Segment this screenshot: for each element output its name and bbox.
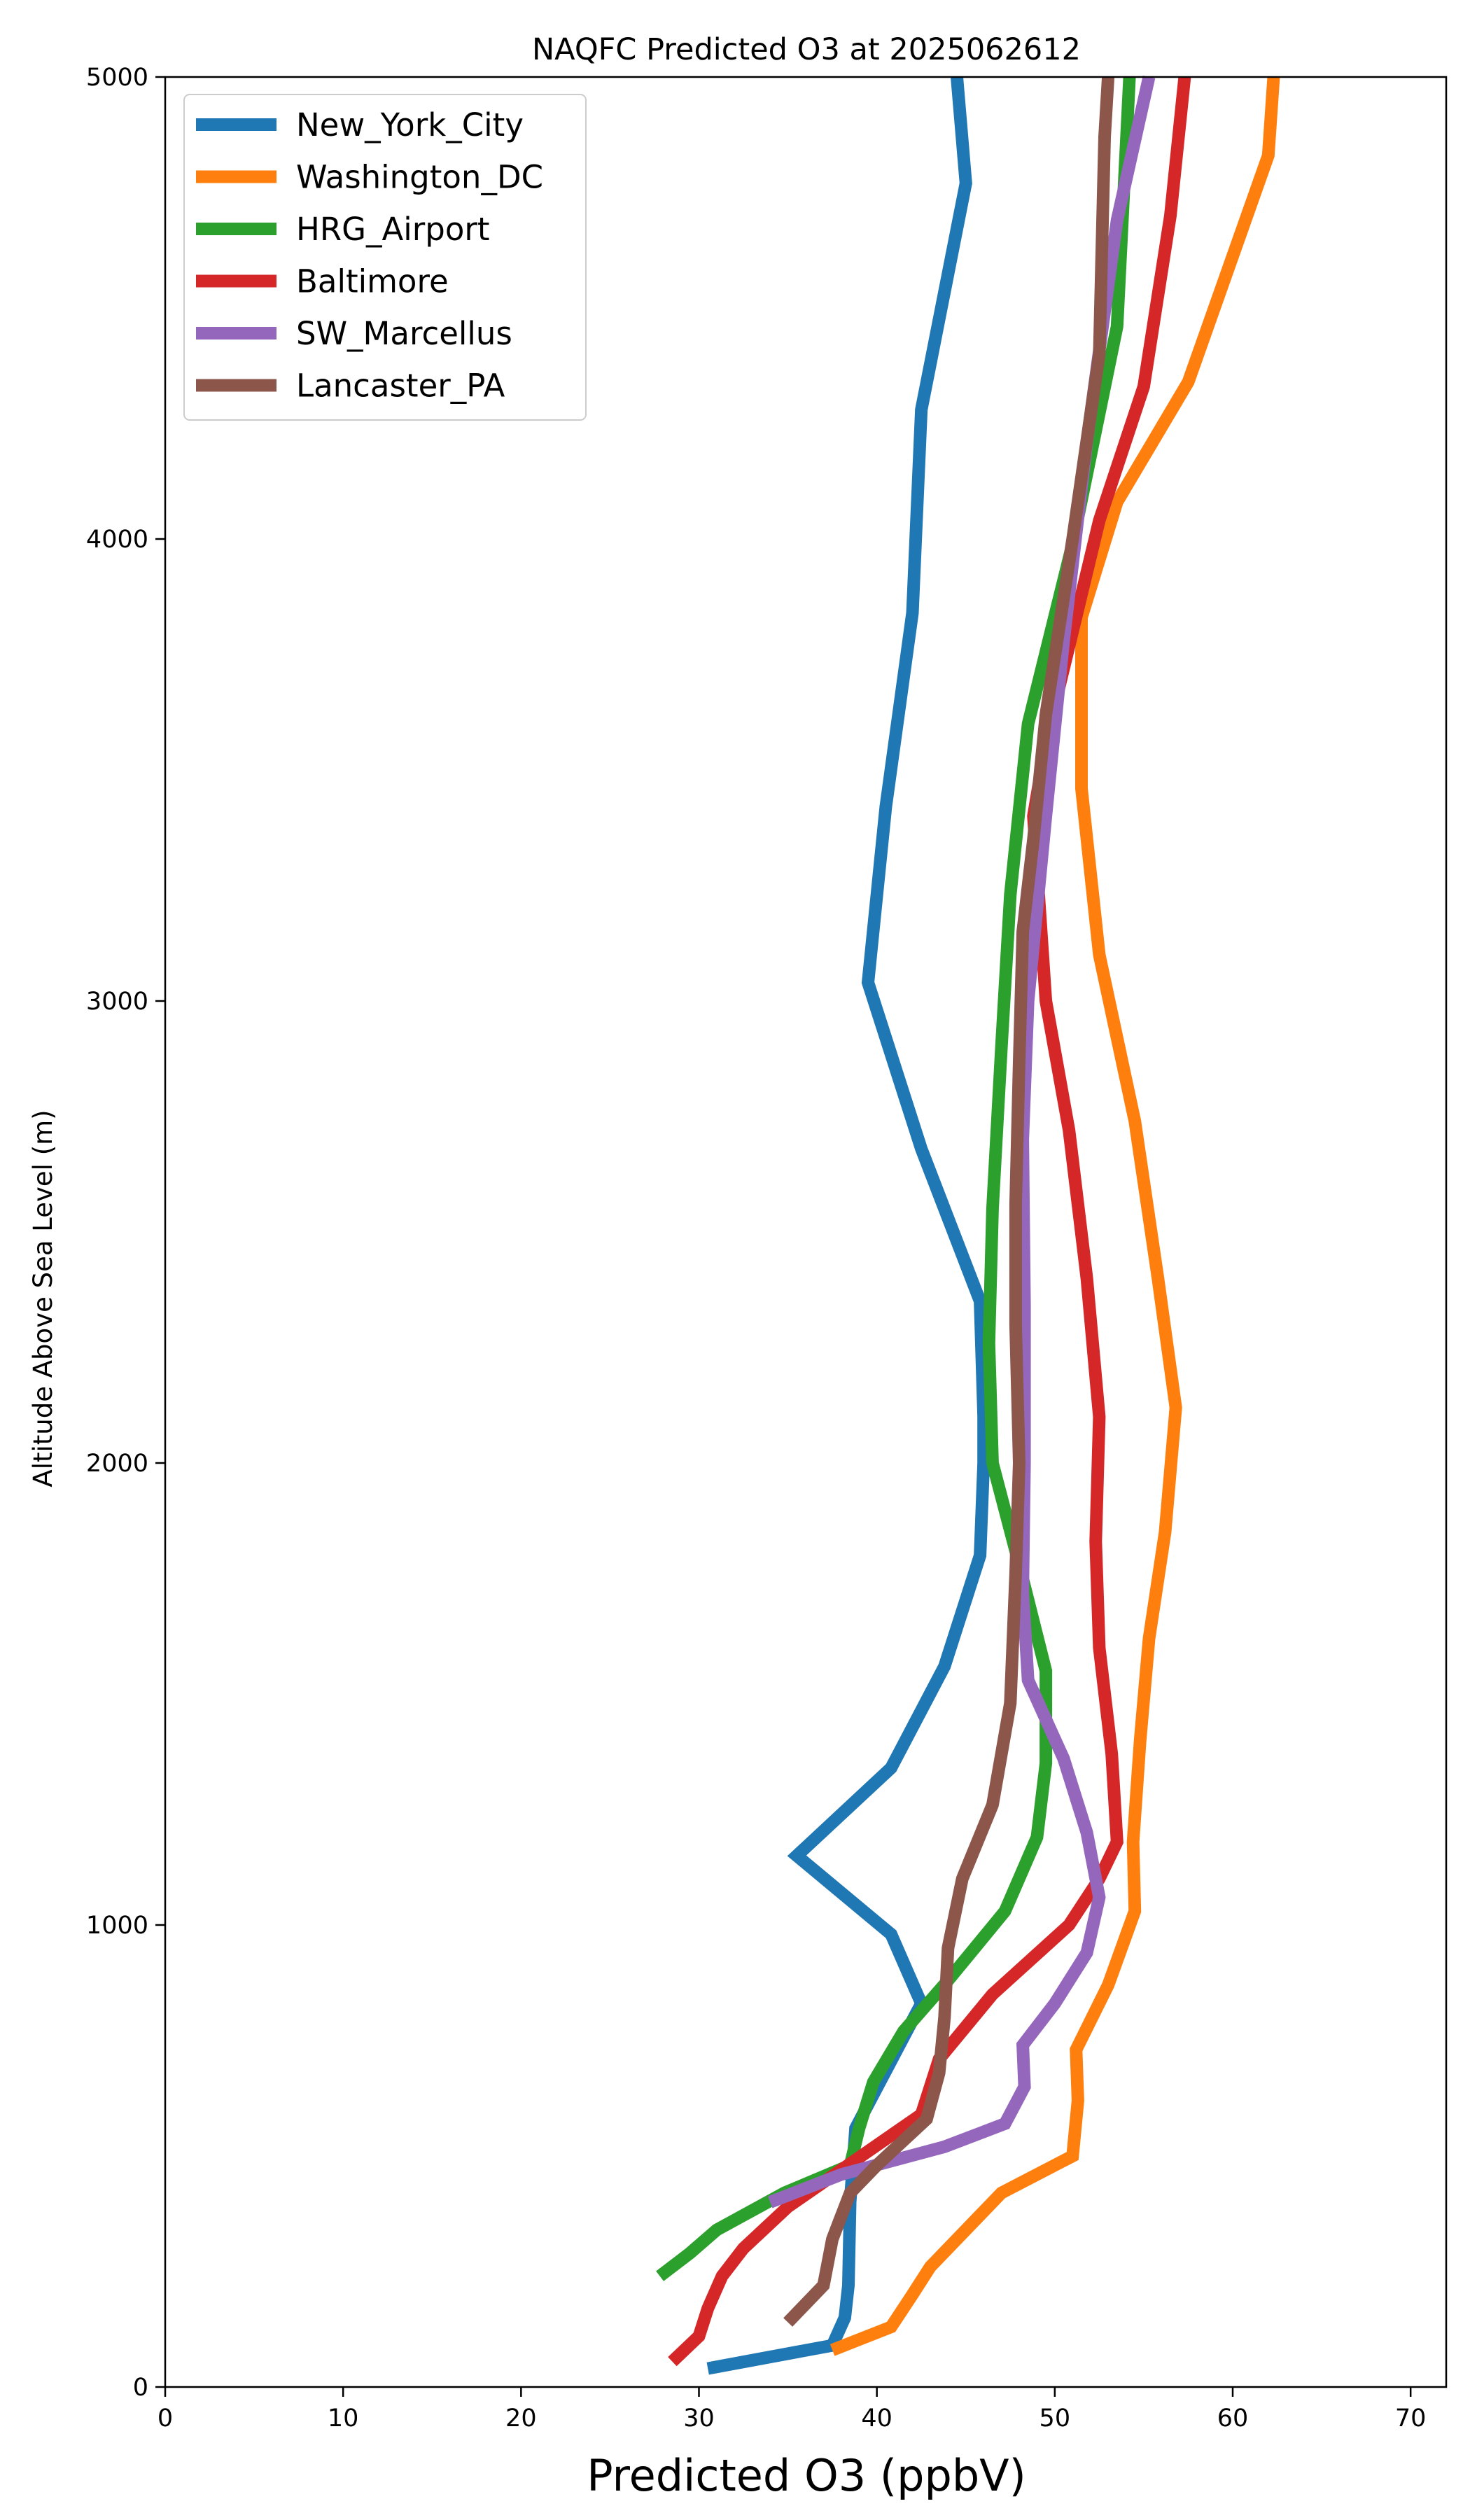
series-layer <box>656 76 1280 2375</box>
chart-title: NAQFC Predicted O3 at 2025062612 <box>532 32 1081 67</box>
y-tick-label: 3000 <box>86 988 148 1016</box>
y-tick-label: 4000 <box>86 526 148 554</box>
x-tick-label: 60 <box>1217 2404 1249 2432</box>
legend-items: New_York_City Washington_DC HRG_Airport Bal… <box>196 106 543 405</box>
y-tick-label: 5000 <box>86 64 148 92</box>
legend-label: Washington_DC <box>296 159 543 196</box>
legend: New_York_City Washington_DC HRG_Airport Bal… <box>183 94 587 421</box>
legend-label: Baltimore <box>296 263 449 300</box>
x-tick-label: 30 <box>683 2404 715 2432</box>
y-tick-label: 0 <box>133 2374 148 2402</box>
legend-label: Lancaster_PA <box>296 368 505 405</box>
y-axis-ticks: 0 1000 2000 3000 4000 5000 <box>86 64 165 2402</box>
x-tick-label: 70 <box>1395 2404 1427 2432</box>
x-tick-label: 20 <box>505 2404 537 2432</box>
y-axis-label: Altitude Above Sea Level (m) <box>28 1110 58 1487</box>
x-axis-label: Predicted O3 (ppbV) <box>587 2450 1026 2501</box>
x-axis-ticks: 0 10 20 30 40 50 60 70 <box>158 2387 1427 2432</box>
x-tick-label: 10 <box>328 2404 359 2432</box>
legend-label: New_York_City <box>296 106 524 144</box>
series-line-washington-dc <box>830 76 1280 2356</box>
y-tick-label: 2000 <box>86 1450 148 1478</box>
plot-frame <box>164 76 1448 2388</box>
series-line-sw-marcellus <box>767 76 1156 2208</box>
x-tick-label: 50 <box>1040 2404 1071 2432</box>
legend-box <box>183 94 587 421</box>
x-tick-label: 40 <box>861 2404 892 2432</box>
series-line-new-york-city <box>706 76 990 2375</box>
x-tick-label: 0 <box>158 2404 173 2432</box>
y-tick-label: 1000 <box>86 1912 148 1940</box>
legend-label: HRG_Airport <box>296 211 490 248</box>
legend-label: SW_Marcellus <box>296 315 512 352</box>
series-line-lancaster-pa <box>783 76 1115 2327</box>
